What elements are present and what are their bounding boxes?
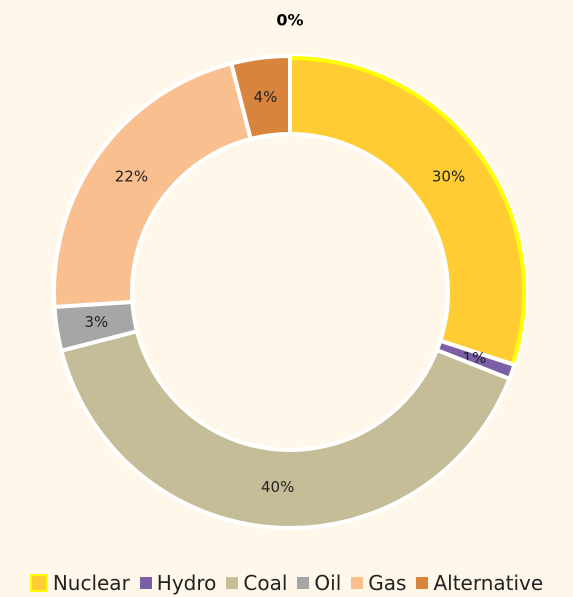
donut-slice [52, 60, 254, 309]
chart: 30%1%40%3%22%4%0% [52, 11, 528, 530]
legend-swatch [351, 576, 364, 589]
legend-item: Oil [297, 571, 341, 595]
data-label: 4% [254, 88, 278, 106]
data-label: 30% [432, 167, 465, 185]
legend-swatch [416, 576, 429, 589]
data-label: 3% [85, 313, 109, 331]
legend-swatch [226, 576, 239, 589]
legend-swatch [29, 573, 48, 592]
legend-item: Nuclear [29, 570, 130, 595]
legend-label: Nuclear [52, 570, 130, 595]
legend-item: Hydro [139, 570, 217, 595]
data-label: 40% [261, 478, 294, 496]
legend-item: Alternative [416, 571, 543, 595]
legend-label: Gas [368, 570, 407, 595]
legend-swatch [139, 576, 152, 589]
legend-label: Coal [243, 570, 288, 595]
legend-label: Oil [314, 570, 342, 595]
legend: Nuclear Hydro Coal Oil Gas Alternative [0, 568, 573, 597]
legend-label: Alternative [433, 570, 544, 595]
legend-label: Hydro [156, 570, 217, 595]
data-label: 0% [276, 11, 303, 30]
data-label: 22% [115, 167, 148, 185]
legend-swatch [297, 576, 310, 589]
donut-slice [228, 53, 292, 142]
donut-slice [288, 53, 528, 368]
legend-item: Coal [226, 571, 287, 595]
legend-item: Gas [351, 571, 406, 595]
slice-highlight [289, 56, 526, 365]
donut-slice [58, 328, 513, 530]
